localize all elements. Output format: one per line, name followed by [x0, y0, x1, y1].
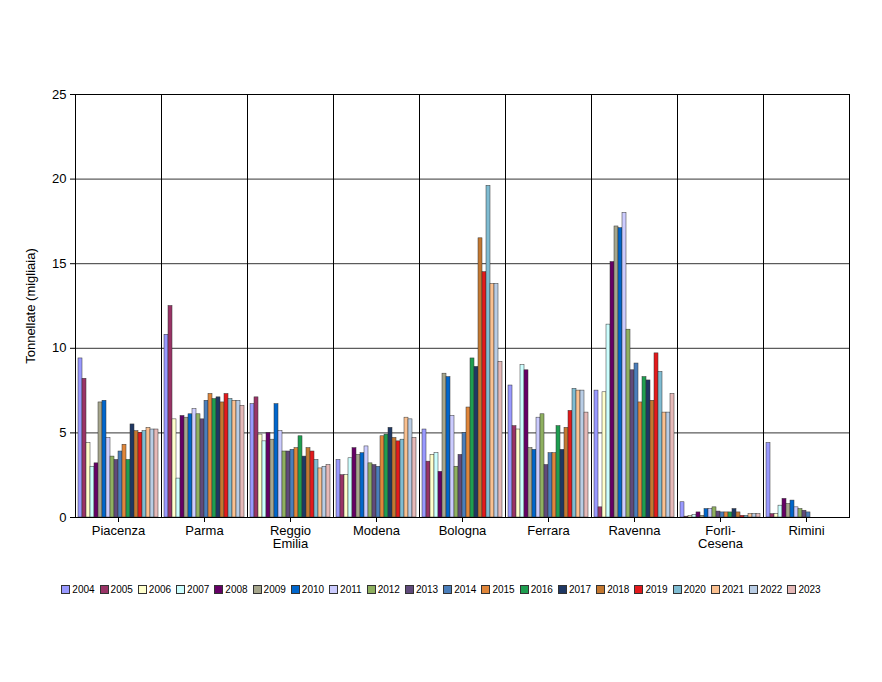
svg-text:Rimini: Rimini: [788, 523, 824, 538]
html-text:2016: 2016: [530, 584, 553, 595]
html-text:2009: 2009: [263, 584, 286, 595]
svg-text:25: 25: [52, 87, 66, 102]
svg-text:15: 15: [52, 256, 66, 271]
html-text:2004: 2004: [72, 584, 95, 595]
html-text:2014: 2014: [454, 584, 477, 595]
svg-text:10: 10: [52, 340, 66, 355]
html-text:2012: 2012: [377, 584, 400, 595]
svg-text:Ferrara: Ferrara: [527, 523, 570, 538]
svg-text:Modena: Modena: [353, 523, 401, 538]
svg-text:0: 0: [59, 510, 66, 525]
svg-text:Tonnellate (migliaia): Tonnellate (migliaia): [23, 248, 38, 364]
html-text:2019: 2019: [645, 584, 668, 595]
html-text:2017: 2017: [568, 584, 592, 595]
html-text:2011: 2011: [340, 584, 362, 595]
html-text:2022: 2022: [760, 584, 783, 595]
svg-text:20: 20: [52, 171, 66, 186]
html-text:2015: 2015: [492, 584, 515, 595]
svg-text:5: 5: [59, 425, 66, 440]
svg-text:Parma: Parma: [185, 523, 224, 538]
html-text:2010: 2010: [301, 584, 325, 595]
html-text:2013: 2013: [415, 584, 439, 595]
html-text:2008: 2008: [225, 584, 248, 595]
svg-text:Forlì-Cesena: Forlì-Cesena: [698, 523, 744, 551]
html-text:2007: 2007: [187, 584, 210, 595]
html-text:2023: 2023: [798, 584, 821, 595]
html-text:2021: 2021: [721, 584, 745, 595]
html-text:2020: 2020: [683, 584, 706, 595]
svg-text:Bologna: Bologna: [439, 523, 487, 538]
html-text:2005: 2005: [110, 584, 133, 595]
html-text:2006: 2006: [148, 584, 172, 595]
svg-text:ReggioEmilia: ReggioEmilia: [270, 523, 311, 551]
html-text:2018: 2018: [607, 584, 630, 595]
svg-text:Ravenna: Ravenna: [608, 523, 661, 538]
svg-text:Piacenza: Piacenza: [92, 523, 146, 538]
